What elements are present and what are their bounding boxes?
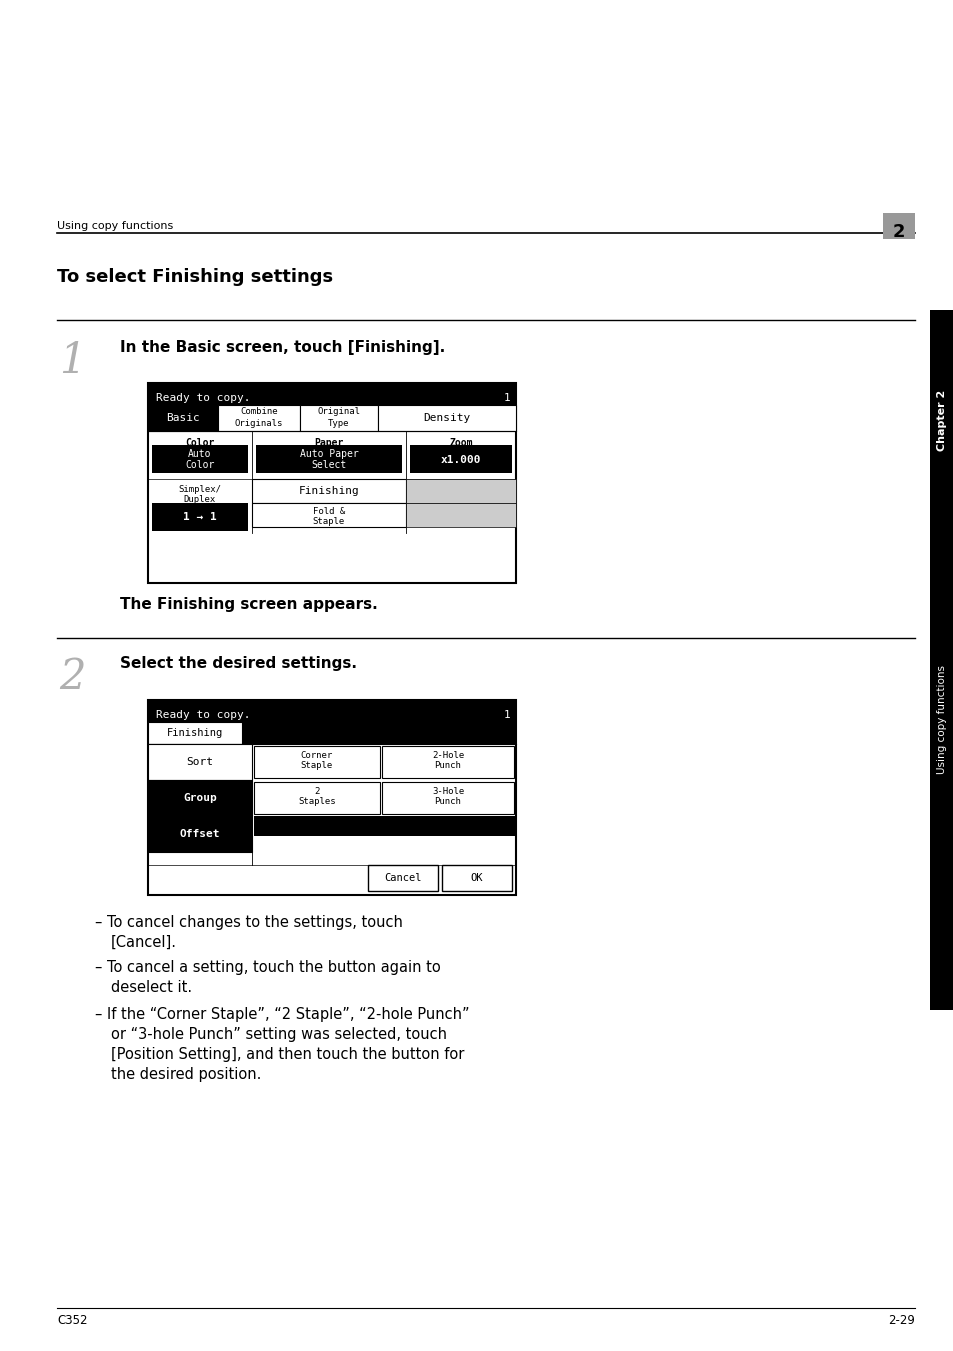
Bar: [255, 444, 401, 473]
Text: 3-Hole: 3-Hole: [432, 788, 464, 797]
Bar: [252, 480, 406, 503]
Text: Original: Original: [317, 408, 360, 416]
Text: Basic: Basic: [166, 413, 200, 423]
Bar: [253, 816, 516, 836]
Text: 1: 1: [503, 393, 510, 403]
Bar: [252, 503, 406, 527]
Text: To select Finishing settings: To select Finishing settings: [57, 267, 333, 286]
Bar: [148, 780, 252, 816]
Text: Chapter 2: Chapter 2: [936, 389, 946, 451]
Text: Offset: Offset: [179, 830, 220, 839]
Text: 2: 2: [59, 657, 85, 698]
Bar: [441, 865, 512, 892]
Text: In the Basic screen, touch [Finishing].: In the Basic screen, touch [Finishing].: [120, 340, 445, 355]
Text: Select: Select: [311, 459, 346, 470]
Text: Cancel: Cancel: [384, 873, 421, 884]
Text: the desired position.: the desired position.: [111, 1067, 261, 1082]
Bar: [929, 309, 953, 1011]
Text: Ready to copy.: Ready to copy.: [156, 393, 251, 403]
Text: Density: Density: [423, 413, 470, 423]
Bar: [148, 382, 516, 584]
Bar: [253, 746, 379, 778]
Bar: [242, 721, 516, 744]
Bar: [410, 444, 512, 473]
Text: Color: Color: [185, 438, 214, 449]
Text: Punch: Punch: [435, 797, 461, 807]
Text: Staples: Staples: [298, 797, 335, 807]
Text: Color: Color: [185, 459, 214, 470]
Text: – If the “Corner Staple”, “2 Staple”, “2-hole Punch”: – If the “Corner Staple”, “2 Staple”, “2…: [95, 1006, 469, 1021]
Bar: [882, 213, 914, 239]
Text: x1.000: x1.000: [440, 455, 480, 465]
Text: Ready to copy.: Ready to copy.: [156, 711, 251, 720]
Text: 1 → 1: 1 → 1: [183, 512, 216, 521]
Text: [Cancel].: [Cancel].: [111, 935, 177, 950]
Text: Finishing: Finishing: [167, 728, 223, 738]
Bar: [218, 405, 299, 431]
Bar: [148, 721, 242, 744]
Text: Using copy functions: Using copy functions: [936, 666, 946, 774]
Text: 1: 1: [503, 711, 510, 720]
Bar: [381, 746, 514, 778]
Text: 1: 1: [59, 340, 85, 382]
Text: Zoom: Zoom: [449, 438, 473, 449]
Bar: [152, 503, 248, 531]
Text: Paper: Paper: [314, 438, 343, 449]
Text: Finishing: Finishing: [298, 486, 359, 496]
Text: Corner: Corner: [300, 751, 333, 761]
Text: or “3-hole Punch” setting was selected, touch: or “3-hole Punch” setting was selected, …: [111, 1027, 447, 1042]
Text: The Finishing screen appears.: The Finishing screen appears.: [120, 597, 377, 612]
Text: Auto Paper: Auto Paper: [299, 449, 358, 459]
Text: Staple: Staple: [300, 762, 333, 770]
Text: Punch: Punch: [435, 762, 461, 770]
Text: – To cancel changes to the settings, touch: – To cancel changes to the settings, tou…: [95, 915, 402, 929]
Text: Auto: Auto: [188, 449, 212, 459]
Bar: [148, 382, 516, 405]
Bar: [381, 782, 514, 815]
Bar: [368, 865, 437, 892]
Text: Select the desired settings.: Select the desired settings.: [120, 657, 356, 671]
Text: Duplex: Duplex: [184, 494, 216, 504]
Bar: [148, 405, 218, 431]
Bar: [406, 503, 516, 527]
Text: C352: C352: [57, 1313, 88, 1327]
Text: OK: OK: [470, 873, 483, 884]
Bar: [299, 405, 377, 431]
Text: Simplex/: Simplex/: [178, 485, 221, 493]
Text: 2: 2: [314, 788, 319, 797]
Text: deselect it.: deselect it.: [111, 979, 192, 994]
Bar: [148, 700, 516, 894]
Text: 2-Hole: 2-Hole: [432, 751, 464, 761]
Text: Fold &: Fold &: [313, 508, 345, 516]
Text: Originals: Originals: [234, 419, 283, 427]
Text: Sort: Sort: [186, 757, 213, 767]
Bar: [148, 816, 252, 852]
Bar: [377, 405, 516, 431]
Bar: [148, 744, 252, 780]
Bar: [406, 480, 516, 503]
Text: Using copy functions: Using copy functions: [57, 222, 173, 231]
Text: Combine: Combine: [240, 408, 277, 416]
Text: [Position Setting], and then touch the button for: [Position Setting], and then touch the b…: [111, 1047, 464, 1062]
Text: 2-29: 2-29: [887, 1313, 914, 1327]
Text: Group: Group: [183, 793, 216, 802]
Bar: [152, 444, 248, 473]
Text: Staple: Staple: [313, 517, 345, 527]
Text: 2: 2: [892, 223, 904, 240]
Text: Type: Type: [328, 419, 350, 427]
Bar: [148, 700, 516, 721]
Text: – To cancel a setting, touch the button again to: – To cancel a setting, touch the button …: [95, 961, 440, 975]
Bar: [253, 782, 379, 815]
